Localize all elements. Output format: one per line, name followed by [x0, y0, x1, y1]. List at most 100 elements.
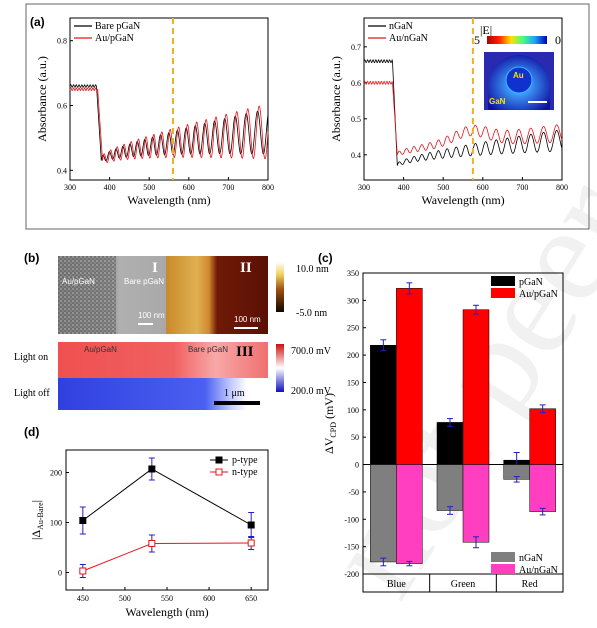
chart-a-right: 300 400 500 600 700 800 0.4 0.5 0.6 0.7 Wavelength… [329, 17, 568, 207]
series-line-au-pgan [69, 87, 269, 164]
y-tick-label: -100 [344, 515, 359, 524]
panel-label-a: (a) [30, 15, 45, 29]
category-label: Red [522, 579, 538, 590]
legend-swatch [491, 288, 515, 298]
y-tick-label: 100 [347, 406, 359, 415]
y-tick-label: -50 [348, 488, 359, 497]
y-tick-label: 0 [58, 569, 62, 578]
series-line-ngan [363, 58, 563, 166]
category-strip [362, 573, 564, 593]
bar-pgan [370, 344, 397, 465]
legend-label: n-type [232, 467, 258, 478]
x-tick-label: 700 [222, 183, 234, 192]
category-label: Blue [387, 579, 406, 590]
plot-frame [69, 17, 269, 181]
inset-colorbar-label: |E| [480, 23, 492, 37]
inset-colorbar [487, 36, 547, 44]
height-colorbar [276, 262, 284, 312]
chart-c: -200 -150 -100 -50 0 50 100 150 200 250 300 350 Blue… [322, 269, 564, 593]
panel-a-frame [25, 3, 590, 230]
y-tick-label: -150 [344, 543, 359, 552]
y-tick-label: 200 [50, 469, 62, 478]
kpfm-left-label: Au/pGaN [84, 345, 117, 354]
legend-marker [215, 456, 223, 464]
height-min-label: -5.0 nm [296, 308, 327, 319]
x-tick-label: 600 [477, 183, 489, 192]
x-tick-label: 500 [143, 183, 155, 192]
kpfm-roman-label: III [236, 344, 254, 360]
bar-au-ngan [529, 464, 556, 512]
bar-ngan [370, 464, 397, 563]
potential-max-label: 700.0 mV [291, 346, 332, 357]
legend-label: p-type [232, 455, 258, 466]
panel-label-b: (b) [24, 251, 39, 265]
series-line-p-type [82, 468, 252, 526]
legend-label: nGaN [389, 21, 413, 32]
y-tick-label: 0.4 [57, 166, 67, 175]
sem-scale-label: 100 nm [138, 311, 165, 320]
inset-field-map: |E| 5 0 Au GaN [474, 23, 561, 110]
sem-roman-label: I [152, 260, 158, 276]
legend-swatch [491, 552, 515, 562]
bar-au-pgan [529, 408, 556, 465]
x-tick-label: 400 [398, 183, 410, 192]
potential-min-label: 200.0 mV [291, 386, 332, 397]
x-tick-label: 450 [77, 594, 89, 603]
y-tick-label: 0.6 [57, 101, 67, 110]
inset-gan-label: GaN [489, 97, 506, 106]
x-tick-label: 650 [245, 594, 257, 603]
sem-right-label: Bare pGaN [124, 277, 164, 286]
kpfm-scale-bar [214, 401, 260, 405]
inset-au-particle [505, 66, 533, 94]
y-tick-label: 300 [347, 296, 359, 305]
y-axis-label: |ΔAu-Bare| [29, 500, 45, 540]
data-point-n-type [148, 540, 156, 547]
panel-b-images: Au/pGaN Bare pGaN I 100 nm II 100 nm 10.… [14, 256, 332, 410]
x-tick-label: 400 [104, 183, 116, 192]
bar-ngan [436, 464, 464, 511]
y-tick-label: 0.5 [351, 115, 361, 124]
x-axis-label: Wavelength (nm) [125, 605, 208, 619]
y-tick-label: 0 [355, 461, 359, 470]
data-point-p-type [148, 465, 156, 473]
bar-au-ngan [462, 464, 490, 543]
x-tick-label: 550 [161, 594, 173, 603]
y-tick-label: 0.4 [351, 151, 361, 160]
y-tick-label: 50 [351, 433, 359, 442]
y-tick-label: 350 [347, 269, 359, 278]
y-tick-label: 200 [347, 351, 359, 360]
afm-scale-label: 100 nm [234, 315, 261, 324]
legend-swatch [491, 564, 515, 574]
panel-label-c: (c) [318, 251, 333, 265]
afm-roman-label: II [240, 260, 252, 276]
data-point-n-type [247, 539, 255, 547]
y-tick-label: 100 [50, 519, 62, 528]
bar-au-ngan [396, 464, 423, 564]
series-line-au-ngan [363, 80, 563, 155]
light-on-label: Light on [14, 352, 48, 363]
bar-au-pgan [462, 309, 490, 465]
data-point-p-type [79, 517, 87, 524]
legend-label: Bare pGaN [95, 21, 140, 32]
legend-swatch [491, 276, 515, 286]
legend-marker [215, 468, 223, 476]
x-tick-label: 600 [203, 594, 215, 603]
series-line-n-type [82, 542, 252, 572]
x-axis-label: Wavelength (nm) [421, 193, 504, 207]
x-tick-label: 800 [556, 183, 568, 192]
y-axis-label: Absorbance (a.u.) [329, 56, 343, 142]
kpfm-light-on [58, 342, 268, 378]
y-axis-label: Absorbance (a.u.) [35, 56, 49, 142]
data-point-p-type [247, 521, 255, 529]
chart-a-left: 300 400 500 600 700 800 0.4 0.6 0.8 Wavelength (n… [35, 17, 274, 207]
bar-pgan [436, 422, 464, 465]
sem-left-label: Au/pGaN [62, 277, 95, 286]
y-tick-label: -200 [344, 570, 359, 579]
chart-d: 450 500 550 600 650 0 100 200 Wavelength (nm) |ΔA… [29, 449, 269, 619]
x-tick-label: 600 [183, 183, 195, 192]
x-tick-label: 800 [262, 183, 274, 192]
inset-au-label: Au [513, 71, 524, 80]
legend-label: Au/pGaN [95, 33, 134, 44]
y-tick-label: 0.8 [57, 37, 67, 46]
